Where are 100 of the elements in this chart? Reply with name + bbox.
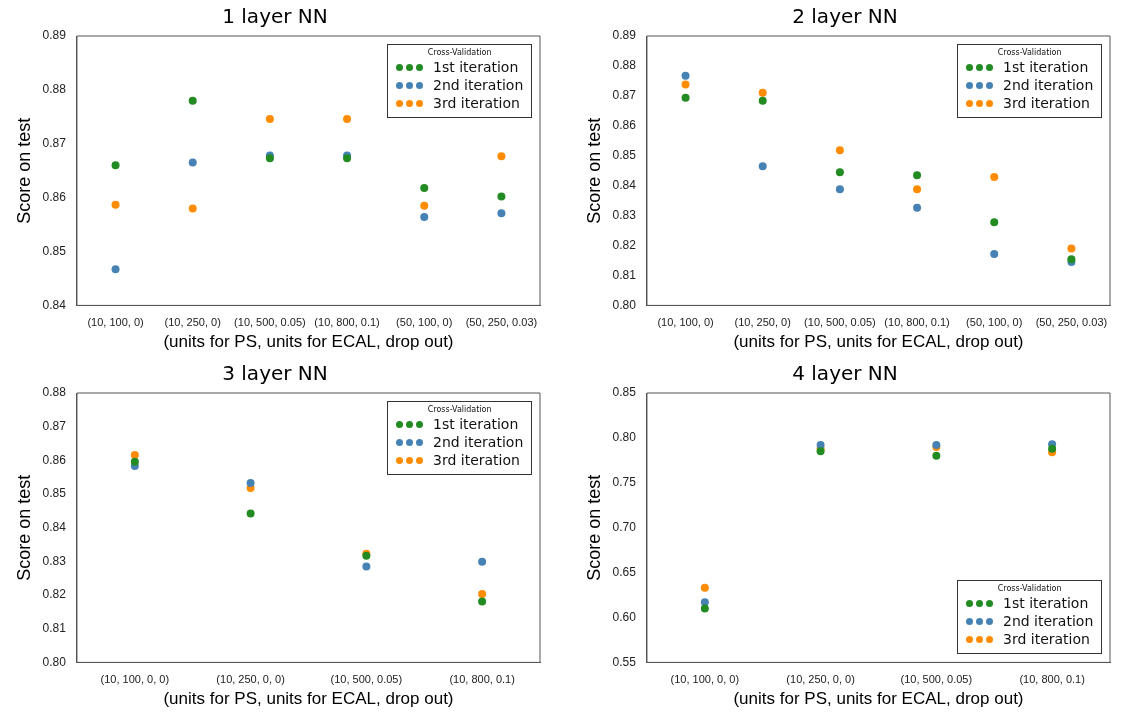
point bbox=[130, 450, 139, 459]
x-axis-title: (units for PS, units for ECAL, drop out) bbox=[733, 689, 1024, 709]
x-tick-label: (10, 800, 0.1) bbox=[449, 673, 515, 686]
x-tick-label: (10, 500, 0.05) bbox=[330, 673, 403, 686]
y-tick-label: 0.86 bbox=[42, 189, 67, 204]
point bbox=[681, 71, 690, 80]
chart-title: 3 layer NN bbox=[222, 361, 328, 386]
y-tick-label: 0.86 bbox=[42, 452, 67, 467]
point bbox=[758, 88, 767, 97]
point bbox=[758, 162, 767, 171]
y-tick-label: 0.75 bbox=[612, 475, 637, 490]
legend-label: 3rd iteration bbox=[1003, 631, 1090, 648]
y-axis-title: Score on test bbox=[583, 474, 604, 581]
y-tick-label: 0.89 bbox=[42, 28, 67, 43]
point bbox=[700, 604, 709, 613]
x-tick-label: (10, 800, 0.1) bbox=[1019, 673, 1085, 686]
point bbox=[681, 93, 690, 102]
y-tick-label: 0.87 bbox=[42, 136, 67, 151]
point bbox=[420, 213, 429, 222]
y-tick-label: 0.85 bbox=[42, 486, 67, 501]
x-tick-label: (50, 100, 0) bbox=[966, 316, 1023, 329]
point bbox=[478, 597, 487, 606]
y-tick-label: 0.80 bbox=[42, 654, 67, 669]
y-tick-label: 0.86 bbox=[612, 118, 637, 133]
legend-label: 1st iteration bbox=[433, 416, 519, 432]
legend-title: Cross-Validation bbox=[426, 48, 493, 57]
y-tick-label: 0.80 bbox=[612, 297, 637, 312]
chart-title: 4 layer NN bbox=[792, 361, 898, 386]
x-axis-title: (units for PS, units for ECAL, drop out) bbox=[163, 332, 454, 352]
x-axis-title: (units for PS, units for ECAL, drop out) bbox=[163, 689, 454, 709]
y-tick-label: 0.88 bbox=[42, 385, 67, 400]
legend-label: 1st iteration bbox=[1003, 59, 1089, 75]
point bbox=[188, 96, 197, 105]
legend-label: 3rd iteration bbox=[433, 95, 520, 111]
x-tick-label: (10, 800, 0.1) bbox=[884, 316, 950, 329]
legend-title: Cross-Validation bbox=[996, 584, 1063, 594]
y-tick-label: 0.85 bbox=[612, 148, 637, 163]
y-tick-label: 0.60 bbox=[612, 609, 637, 624]
point bbox=[932, 451, 941, 460]
point bbox=[913, 171, 922, 180]
point bbox=[497, 209, 506, 218]
y-axis-title: Score on test bbox=[13, 117, 34, 224]
x-tick-label: (10, 100, 0, 0) bbox=[100, 673, 170, 686]
y-tick-label: 0.55 bbox=[612, 654, 637, 669]
y-tick-label: 0.83 bbox=[612, 207, 637, 222]
y-tick-label: 0.82 bbox=[42, 587, 67, 602]
x-tick-label: (10, 250, 0) bbox=[734, 316, 791, 329]
point bbox=[111, 161, 120, 170]
point bbox=[343, 114, 352, 123]
legend-label: 1st iteration bbox=[433, 59, 519, 75]
point bbox=[420, 183, 429, 192]
legend-label: 1st iteration bbox=[1003, 595, 1089, 612]
legend-title: Cross-Validation bbox=[996, 48, 1063, 57]
point bbox=[1067, 244, 1076, 253]
y-tick-label: 0.84 bbox=[42, 297, 67, 312]
point bbox=[835, 168, 844, 177]
x-tick-label: (10, 100, 0) bbox=[87, 316, 144, 329]
x-tick-label: (10, 100, 0, 0) bbox=[670, 673, 740, 686]
y-tick-label: 0.87 bbox=[612, 88, 637, 103]
legend-label: 2nd iteration bbox=[1003, 77, 1094, 93]
point bbox=[700, 598, 709, 607]
y-tick-label: 0.82 bbox=[612, 237, 637, 252]
x-tick-label: (10, 500, 0.05) bbox=[804, 316, 876, 329]
x-tick-label: (10, 250, 0) bbox=[164, 316, 221, 329]
point bbox=[246, 509, 255, 518]
point bbox=[188, 204, 197, 213]
y-tick-label: 0.83 bbox=[42, 553, 67, 568]
x-tick-label: (10, 500, 0.05) bbox=[900, 673, 973, 686]
y-tick-label: 0.84 bbox=[612, 177, 637, 192]
x-axis-title: (units for PS, units for ECAL, drop out) bbox=[733, 332, 1024, 352]
legend-label: 3rd iteration bbox=[1003, 95, 1090, 111]
y-tick-label: 0.89 bbox=[612, 28, 637, 43]
y-tick-label: 0.65 bbox=[612, 564, 637, 579]
chart-title: 2 layer NN bbox=[792, 4, 898, 29]
legend-title: Cross-Validation bbox=[426, 405, 493, 414]
x-tick-label: (50, 250, 0.03) bbox=[1035, 316, 1108, 329]
point bbox=[478, 557, 487, 566]
point bbox=[835, 185, 844, 194]
y-axis-title: Score on test bbox=[13, 474, 34, 581]
y-tick-label: 0.87 bbox=[42, 418, 67, 433]
x-tick-label: (50, 250, 0.03) bbox=[465, 316, 538, 329]
point bbox=[990, 218, 999, 227]
x-tick-label: (10, 800, 0.1) bbox=[314, 316, 380, 329]
y-tick-label: 0.85 bbox=[42, 243, 67, 258]
point bbox=[420, 201, 429, 210]
point bbox=[188, 158, 197, 167]
point bbox=[681, 80, 690, 89]
x-tick-label: (50, 100, 0) bbox=[396, 316, 453, 329]
y-tick-label: 0.88 bbox=[42, 82, 67, 97]
point bbox=[913, 185, 922, 194]
chart-title: 1 layer NN bbox=[222, 4, 328, 29]
y-tick-label: 0.70 bbox=[612, 520, 637, 535]
point bbox=[362, 562, 371, 571]
point bbox=[758, 96, 767, 105]
point bbox=[913, 203, 922, 212]
legend-label: 3rd iteration bbox=[433, 452, 520, 468]
point bbox=[130, 457, 139, 466]
y-tick-label: 0.81 bbox=[42, 621, 67, 636]
y-tick-label: 0.84 bbox=[42, 520, 67, 535]
point bbox=[265, 114, 274, 123]
